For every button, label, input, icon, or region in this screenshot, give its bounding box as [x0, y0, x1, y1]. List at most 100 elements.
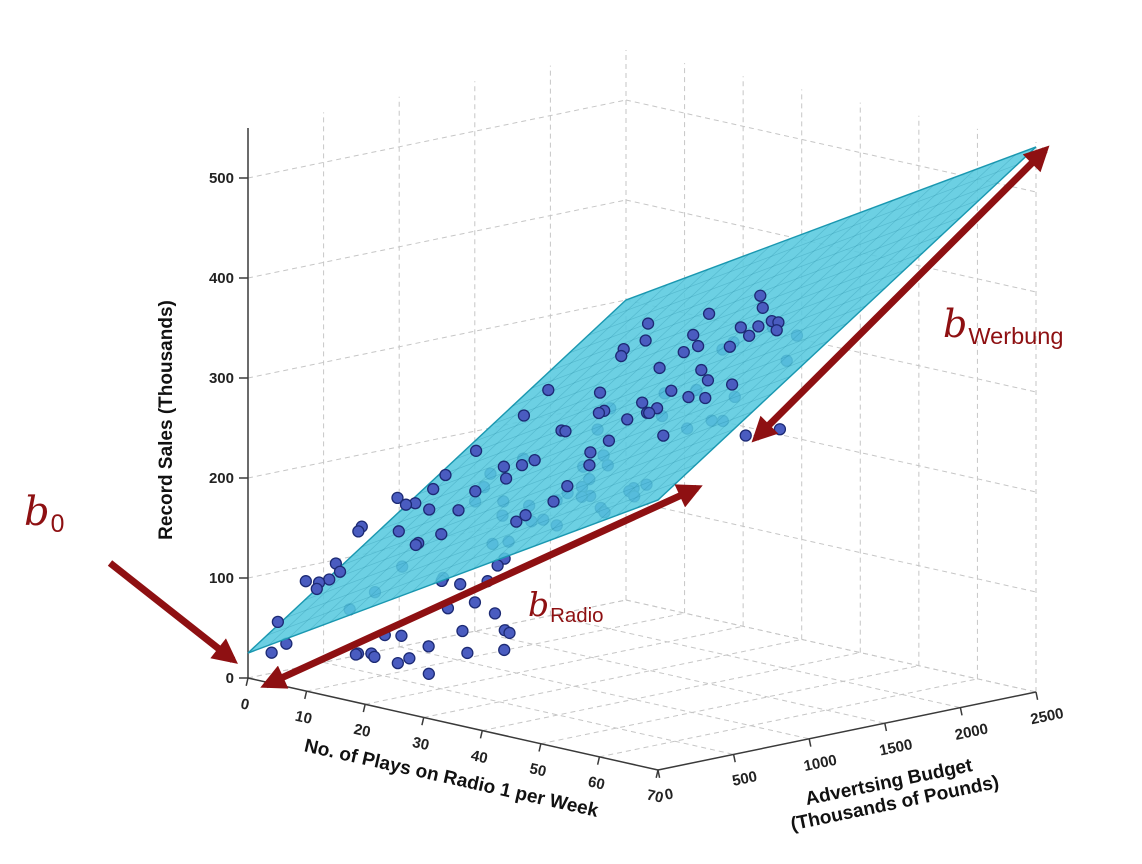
data-point — [469, 485, 482, 498]
y-tick-label: 2500 — [1029, 705, 1065, 728]
left-wall-grid-line — [247, 399, 627, 479]
x-tick-mark — [304, 690, 308, 700]
data-point — [756, 301, 769, 314]
x-tick-mark — [479, 730, 484, 739]
data-point — [488, 607, 502, 620]
x-tick-label: 50 — [528, 760, 548, 780]
floor-grid-line — [599, 678, 978, 758]
x-axis-line — [247, 677, 659, 771]
data-point — [752, 320, 765, 333]
y-tick-label: 1500 — [878, 736, 914, 759]
annotation-b0-subscript: 0 — [50, 510, 65, 538]
data-point — [399, 498, 413, 511]
data-point — [435, 528, 448, 541]
data-point — [639, 334, 652, 347]
data-point — [352, 525, 365, 538]
data-point — [691, 339, 705, 353]
b0-arrow — [107, 560, 238, 664]
left-wall-grid-line — [247, 299, 627, 379]
z-tick-label: 500 — [209, 170, 234, 187]
y-tick-mark — [808, 738, 812, 747]
data-point — [497, 460, 511, 473]
data-point — [503, 626, 516, 640]
data-point — [592, 406, 606, 420]
data-point — [299, 575, 312, 588]
data-point — [498, 643, 511, 657]
data-point — [593, 386, 607, 399]
z-axis-title: Record Sales (Thousands) — [156, 300, 177, 540]
data-point — [641, 317, 655, 330]
data-point — [621, 413, 634, 426]
data-point — [409, 538, 422, 552]
annotation-b-werbung-symbol: b — [943, 302, 968, 346]
data-point — [665, 384, 678, 397]
data-point — [636, 396, 649, 409]
data-point — [310, 582, 323, 596]
right-wall-grid-line — [625, 599, 1037, 693]
x-tick-label: 20 — [352, 721, 372, 741]
data-point — [392, 525, 405, 538]
data-point — [323, 573, 336, 586]
tick-layer: 0100200300400500010203040506070050010001… — [209, 170, 1065, 807]
annotation-b-werbung-subscript: Werbung — [968, 322, 1064, 349]
data-point — [602, 434, 616, 447]
data-point — [542, 383, 555, 397]
x-tick-label: 60 — [586, 773, 606, 793]
annotation-b0-label: b0 — [24, 492, 64, 538]
data-point — [723, 340, 737, 353]
y-tick-label: 500 — [731, 768, 759, 790]
x-tick-mark — [245, 677, 249, 686]
z-tick-label: 400 — [209, 270, 234, 287]
b-radio-arrow — [260, 484, 703, 689]
data-point — [515, 458, 529, 472]
data-point — [469, 444, 483, 457]
y-tick-label: 0 — [663, 785, 675, 803]
data-point — [422, 640, 435, 653]
data-point — [456, 624, 469, 638]
data-point — [368, 650, 381, 664]
data-point — [642, 406, 656, 420]
z-tick-label: 100 — [209, 570, 234, 587]
left-wall-grid-line — [247, 199, 627, 279]
x-tick-mark — [596, 756, 601, 765]
x-tick-mark — [362, 704, 366, 713]
data-point — [653, 361, 666, 375]
right-wall-grid-line — [625, 499, 1037, 593]
data-point — [547, 495, 560, 508]
floor-grid-line — [482, 652, 861, 732]
x-axis-title: No. of Plays on Radio 1 per Week — [302, 735, 600, 821]
data-point — [584, 446, 597, 459]
data-point — [739, 429, 752, 442]
annotation-b-radio-subscript: Radio — [550, 603, 604, 627]
data-point — [461, 646, 474, 660]
y-tick-mark — [732, 754, 736, 763]
x-tick-mark — [421, 717, 425, 726]
annotation-b-radio-symbol: b — [528, 585, 550, 624]
data-point — [615, 349, 628, 363]
data-point — [452, 504, 465, 517]
y-tick-label: 1000 — [802, 752, 838, 775]
data-point — [561, 480, 574, 493]
data-point — [468, 596, 482, 609]
z-tick-label: 300 — [209, 370, 234, 387]
data-point — [528, 454, 541, 467]
data-point — [454, 578, 467, 591]
annotation-b0-symbol: b — [24, 489, 50, 535]
x-tick-label: 70 — [645, 786, 665, 806]
data-point — [754, 289, 767, 302]
data-point — [422, 667, 435, 680]
data-point — [742, 329, 756, 342]
data-point — [271, 615, 285, 629]
data-point — [349, 648, 363, 661]
data-point — [265, 646, 278, 659]
data-point — [391, 656, 404, 670]
floor-grid-line — [550, 615, 961, 709]
data-point — [725, 378, 739, 391]
y-tick-mark — [657, 769, 661, 778]
data-point — [677, 345, 690, 359]
data-point — [499, 472, 513, 485]
data-point — [427, 482, 440, 496]
data-point — [695, 363, 708, 377]
data-point — [333, 565, 347, 578]
